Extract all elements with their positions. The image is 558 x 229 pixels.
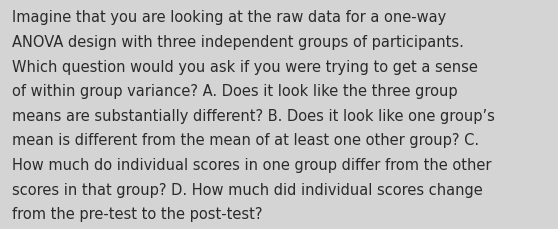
- Text: scores in that group? D. How much did individual scores change: scores in that group? D. How much did in…: [12, 182, 483, 197]
- Text: Which question would you ask if you were trying to get a sense: Which question would you ask if you were…: [12, 59, 478, 74]
- Text: of within group variance? A. Does it look like the three group: of within group variance? A. Does it loo…: [12, 84, 458, 99]
- Text: from the pre-test to the post-test?: from the pre-test to the post-test?: [12, 206, 263, 221]
- Text: Imagine that you are looking at the raw data for a one-way: Imagine that you are looking at the raw …: [12, 10, 446, 25]
- Text: means are substantially different? B. Does it look like one group’s: means are substantially different? B. Do…: [12, 108, 495, 123]
- Text: How much do individual scores in one group differ from the other: How much do individual scores in one gro…: [12, 157, 492, 172]
- Text: ANOVA design with three independent groups of participants.: ANOVA design with three independent grou…: [12, 35, 464, 50]
- Text: mean is different from the mean of at least one other group? C.: mean is different from the mean of at le…: [12, 133, 479, 148]
